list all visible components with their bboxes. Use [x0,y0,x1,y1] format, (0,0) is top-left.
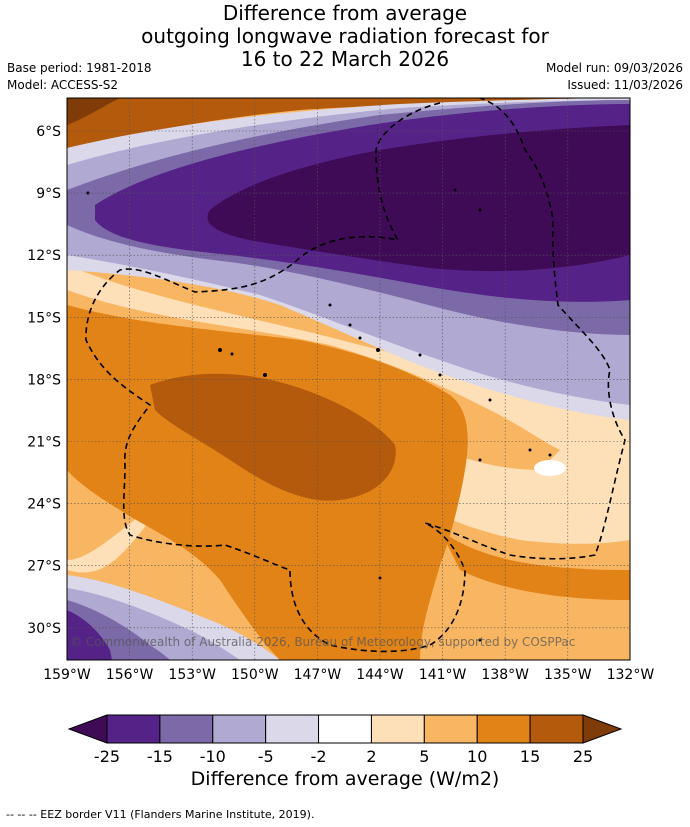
title-line-1: Difference from average [222,1,468,25]
copyright-text: © Commonwealth of Australia 2026, Bureau… [70,635,575,649]
latitude-labels: 6°S 9°S 12°S 15°S 18°S 21°S 24°S 27°S 30°S [27,124,61,637]
lat-label: 18°S [27,372,61,388]
lon-label: 141°W [419,667,467,683]
colorbar-extend-low [67,714,108,744]
colorbar-tick: -10 [200,747,226,766]
colorbar-tick: 15 [520,747,540,766]
eez-borders [85,98,626,653]
base-period: Base period: 1981-2018 [7,61,152,75]
colorbar-swatch [318,714,372,744]
colorbar-swatch [212,714,267,744]
band-pos-25 [150,373,396,501]
longitude-labels: 159°W 156°W 153°W 150°W 147°W 144°W 141°W 138°W… [43,667,654,683]
colorbar-swatch [529,714,584,744]
colorbar-tick: 2 [366,747,376,766]
model-name: Model: ACCESS-S2 [7,78,119,92]
colorbar-swatch [476,714,531,744]
lat-label: 27°S [27,559,61,575]
title-line-2: outgoing longwave radiation forecast for [141,24,549,48]
colorbar-swatch [423,714,478,744]
lon-label: 135°W [544,667,592,683]
colorbar-extend-high [582,714,623,744]
lon-label: 132°W [607,667,655,683]
lat-label: 15°S [27,310,61,326]
colorbar-swatch [159,714,214,744]
lat-label: 21°S [27,435,61,451]
band-north-max [67,98,120,125]
lon-label: 156°W [106,667,154,683]
colorbar-tick: -15 [147,747,173,766]
colorbar-swatch [370,714,425,744]
title-line-3: 16 to 22 March 2026 [240,47,450,71]
white-patch [534,460,566,476]
footer-note: -- -- -- EEZ border V11 (Flanders Marine… [6,808,315,821]
lat-label: 12°S [27,248,61,264]
colorbar-tick: -25 [94,747,120,766]
band-north-pos [67,98,630,150]
colorbar-tick: -5 [258,747,274,766]
model-run: Model run: 09/03/2026 [545,61,683,75]
lat-label: 6°S [36,124,61,140]
colorbar-swatch [265,714,320,744]
colorbar-title: Difference from average (W/m2) [190,768,500,790]
colorbar-swatch [106,714,161,744]
lat-label: 24°S [27,497,61,513]
issued-date: Issued: 11/03/2026 [567,78,683,92]
map-frame [66,97,631,661]
band-pos-mid [440,530,630,600]
lon-label: 144°W [356,667,404,683]
lat-label: 9°S [36,186,61,202]
anomaly-field: © Commonwealth of Australia 2026, Bureau… [67,98,630,660]
colorbar-tick: 5 [419,747,429,766]
colorbar: -25 -15 -10 -5 -2 2 5 10 15 25 [67,714,623,766]
band-south-neg-15 [67,610,112,660]
gridlines [67,98,630,660]
lon-label: 153°W [168,667,216,683]
lat-label: 30°S [27,621,61,637]
lon-label: 138°W [481,667,529,683]
colorbar-tick: 10 [467,747,487,766]
lon-label: 150°W [231,667,279,683]
colorbar-tick: -2 [311,747,327,766]
band-neg-25 [207,125,630,272]
lon-label: 159°W [43,667,91,683]
lon-label: 147°W [294,667,342,683]
colorbar-tick: 25 [573,747,593,766]
